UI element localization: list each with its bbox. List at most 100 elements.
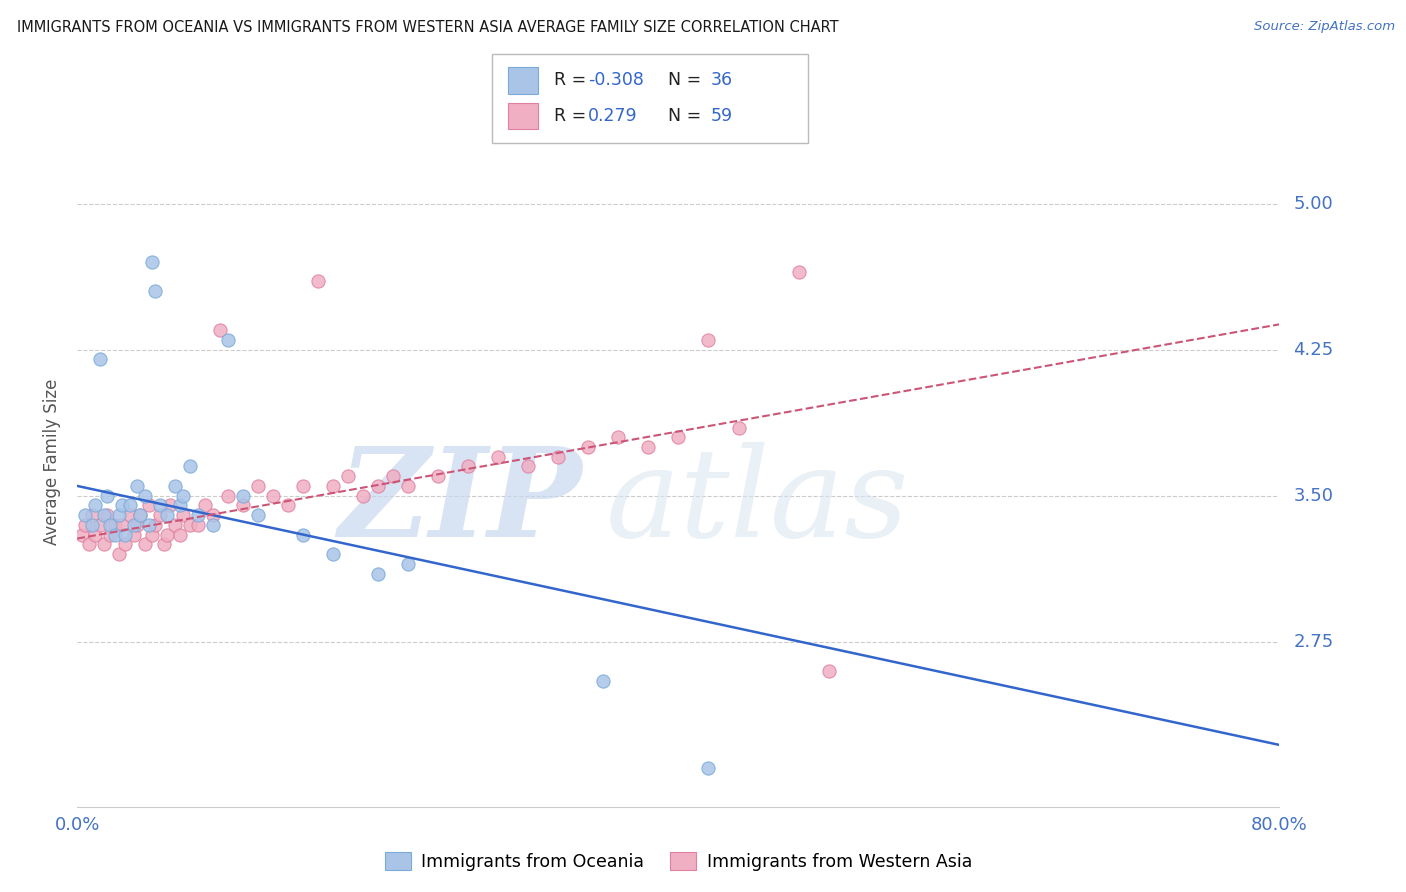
Point <box>100 517 122 532</box>
Point <box>592 673 614 688</box>
Point <box>114 527 136 541</box>
Point <box>262 489 284 503</box>
Point <box>381 469 404 483</box>
Point <box>127 517 149 532</box>
Point <box>367 479 389 493</box>
Text: ZIP: ZIP <box>339 442 582 564</box>
Point <box>336 469 359 483</box>
Point <box>668 430 690 444</box>
Point <box>169 499 191 513</box>
Point <box>96 489 118 503</box>
Point <box>637 440 659 454</box>
Point <box>172 508 194 523</box>
Point <box>153 537 176 551</box>
Point <box>145 284 167 298</box>
Legend: Immigrants from Oceania, Immigrants from Western Asia: Immigrants from Oceania, Immigrants from… <box>378 846 979 878</box>
Point <box>118 508 141 523</box>
Point <box>124 517 146 532</box>
Point <box>727 420 749 434</box>
Point <box>127 479 149 493</box>
Point <box>82 508 104 523</box>
Point <box>96 508 118 523</box>
Point <box>108 547 131 561</box>
Point <box>163 479 186 493</box>
Point <box>179 517 201 532</box>
Text: -0.308: -0.308 <box>588 71 644 89</box>
Point <box>111 499 134 513</box>
Point <box>104 527 127 541</box>
Text: 5.00: 5.00 <box>1294 194 1333 212</box>
Point <box>118 499 141 513</box>
Text: 59: 59 <box>710 107 733 125</box>
Point <box>169 527 191 541</box>
Point <box>163 517 186 532</box>
Text: N =: N = <box>668 107 707 125</box>
Point <box>149 508 172 523</box>
Point <box>111 517 134 532</box>
Point <box>129 508 152 523</box>
Text: IMMIGRANTS FROM OCEANIA VS IMMIGRANTS FROM WESTERN ASIA AVERAGE FAMILY SIZE CORR: IMMIGRANTS FROM OCEANIA VS IMMIGRANTS FR… <box>17 20 838 35</box>
Point <box>84 527 107 541</box>
Point <box>156 527 179 541</box>
Point <box>697 333 720 347</box>
Point <box>457 459 479 474</box>
Text: 36: 36 <box>710 71 733 89</box>
Point <box>114 537 136 551</box>
Text: 3.50: 3.50 <box>1294 487 1333 505</box>
Point <box>73 508 96 523</box>
Point <box>201 508 224 523</box>
Point <box>427 469 450 483</box>
Point <box>291 479 314 493</box>
Point <box>201 517 224 532</box>
Text: Source: ZipAtlas.com: Source: ZipAtlas.com <box>1254 20 1395 33</box>
Point <box>607 430 630 444</box>
Point <box>396 557 419 571</box>
Point <box>84 499 107 513</box>
Point <box>486 450 509 464</box>
Point <box>396 479 419 493</box>
Point <box>156 508 179 523</box>
Point <box>93 508 115 523</box>
Text: 0.279: 0.279 <box>588 107 638 125</box>
Point <box>322 547 344 561</box>
Point <box>70 527 93 541</box>
Point <box>367 566 389 581</box>
Point <box>141 255 163 269</box>
Point <box>232 499 254 513</box>
Point <box>179 459 201 474</box>
Point <box>547 450 569 464</box>
Point <box>246 508 269 523</box>
Point <box>217 333 239 347</box>
Point <box>697 761 720 775</box>
Point <box>576 440 599 454</box>
Point <box>209 323 232 337</box>
Point <box>129 508 152 523</box>
Point <box>100 527 122 541</box>
Point <box>104 517 127 532</box>
Point <box>291 527 314 541</box>
Point <box>217 489 239 503</box>
Point <box>186 508 209 523</box>
Text: atlas: atlas <box>606 442 910 564</box>
Point <box>787 265 810 279</box>
Point <box>82 517 104 532</box>
Point <box>141 527 163 541</box>
Text: N =: N = <box>668 71 707 89</box>
Point <box>138 517 160 532</box>
Point <box>307 275 329 289</box>
Point <box>186 517 209 532</box>
Point <box>138 499 160 513</box>
Point <box>159 499 181 513</box>
Point <box>322 479 344 493</box>
Text: R =: R = <box>554 71 592 89</box>
Point <box>79 537 101 551</box>
Point <box>134 537 156 551</box>
Point <box>134 489 156 503</box>
Point <box>124 527 146 541</box>
Point <box>246 479 269 493</box>
Text: 2.75: 2.75 <box>1294 632 1334 651</box>
Point <box>93 537 115 551</box>
Text: 4.25: 4.25 <box>1294 341 1334 359</box>
Point <box>108 508 131 523</box>
Point <box>232 489 254 503</box>
